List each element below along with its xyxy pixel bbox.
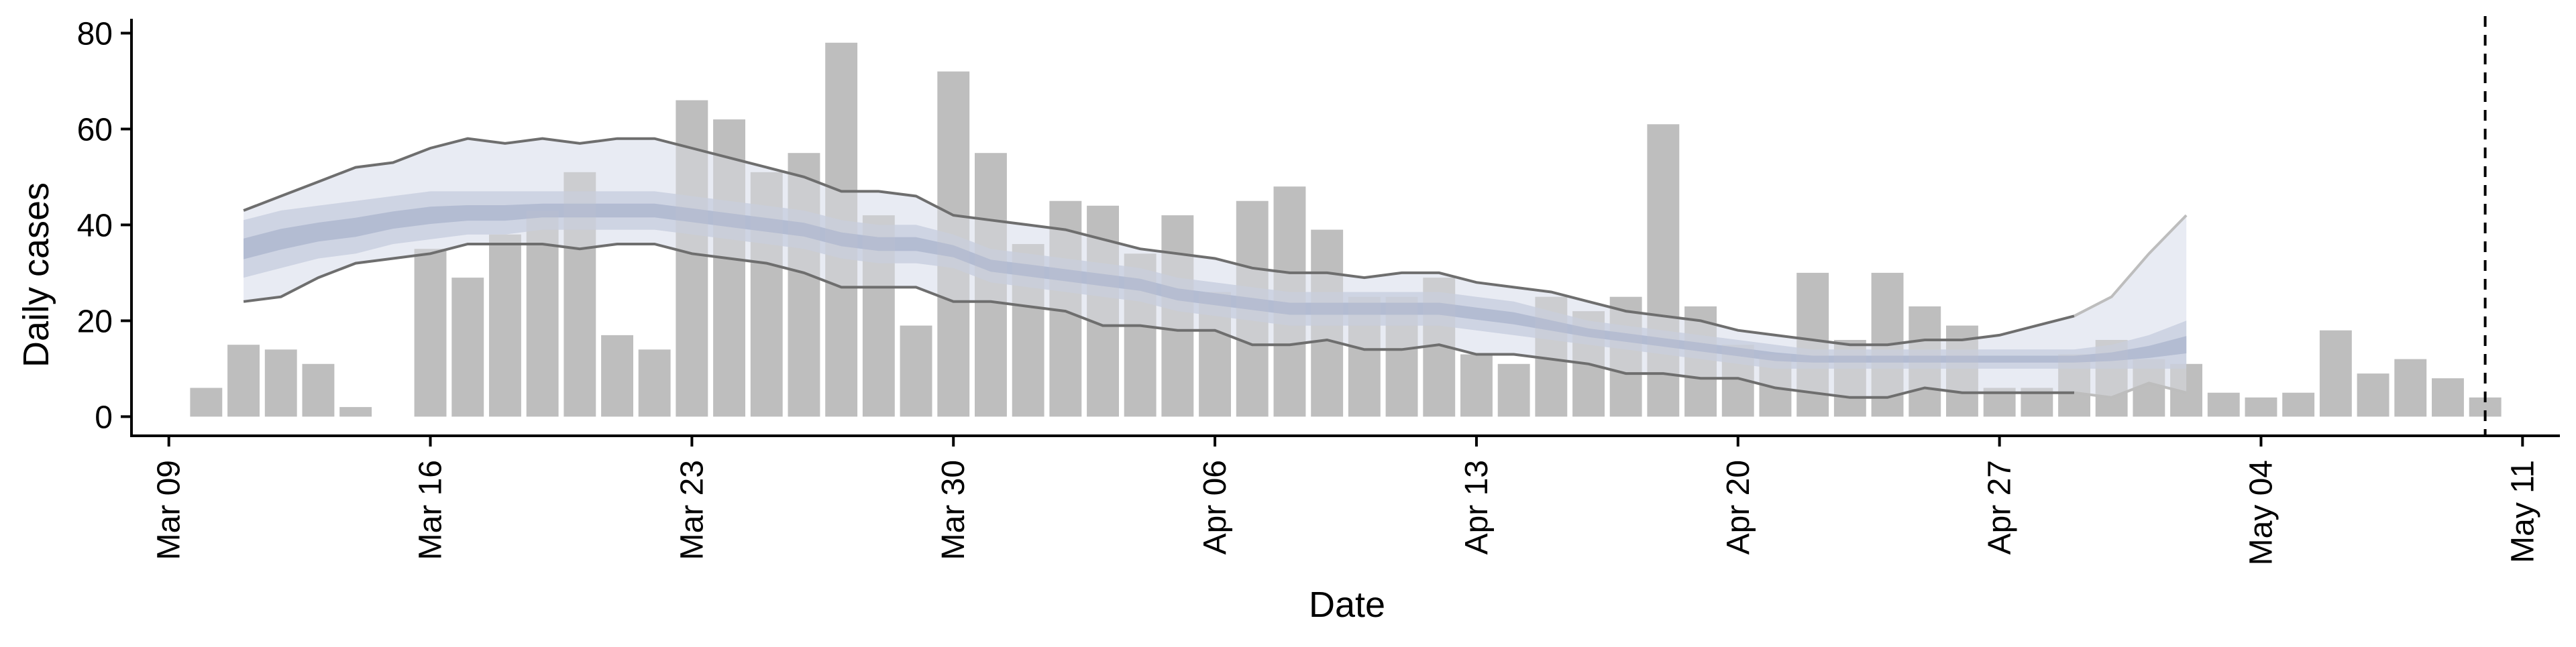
y-tick-label: 0 [95, 400, 113, 435]
bar [601, 335, 633, 417]
x-tick-label: May 11 [2505, 460, 2540, 563]
bar [339, 407, 372, 417]
x-tick-label: Apr 20 [1721, 460, 1756, 554]
bar [264, 349, 297, 417]
x-tick-label: Mar 30 [936, 460, 971, 560]
y-tick-label: 80 [77, 16, 113, 52]
bar [900, 325, 932, 417]
bar [2432, 378, 2464, 417]
bar [2394, 359, 2427, 417]
x-tick-label: Mar 09 [152, 460, 187, 560]
x-tick-label: Apr 13 [1459, 460, 1495, 554]
x-tick-label: Mar 23 [674, 460, 710, 560]
x-tick-label: Mar 16 [413, 460, 449, 560]
bar [2245, 397, 2277, 417]
y-axis-label: Daily cases [16, 182, 56, 367]
bar [1647, 124, 1680, 417]
bar [2319, 330, 2352, 417]
bar [190, 388, 223, 417]
bar [713, 119, 745, 417]
band-overlay [244, 138, 2187, 398]
y-tick-label: 40 [77, 208, 113, 243]
bar [1609, 296, 1642, 417]
bar [2357, 373, 2390, 417]
y-tick-label: 20 [77, 304, 113, 339]
bar [975, 153, 1007, 417]
bar [2207, 392, 2240, 417]
x-tick-label: Apr 06 [1197, 460, 1233, 554]
band-boundary-lines [243, 137, 2188, 399]
x-axis-label: Date [1309, 585, 1385, 625]
bar [302, 363, 335, 417]
bar [414, 249, 447, 417]
bar [451, 278, 484, 417]
x-tick-label: May 04 [2243, 460, 2279, 565]
upper-bound-line-forecast [2074, 214, 2188, 318]
bar [638, 349, 671, 417]
bar [1460, 354, 1493, 417]
bar [788, 153, 820, 417]
bar [1161, 215, 1194, 417]
bar [2282, 392, 2315, 417]
bar [676, 100, 708, 417]
core-band-overlay [244, 203, 2187, 363]
upper-bound-line [243, 137, 2075, 347]
lower-bound-line-forecast [2074, 381, 2187, 399]
inner-band-overlay [244, 191, 2187, 369]
bar [227, 345, 260, 417]
bar [1497, 363, 1530, 417]
bar [489, 234, 521, 417]
lower-bound-line [243, 243, 2074, 399]
y-tick-label: 60 [77, 112, 113, 148]
x-tick-label: Apr 27 [1982, 460, 2018, 554]
axes: 0 20 40 60 80 Mar 09 Mar 16 Mar 23 Mar 30 Apr 06 A… [77, 16, 2560, 565]
